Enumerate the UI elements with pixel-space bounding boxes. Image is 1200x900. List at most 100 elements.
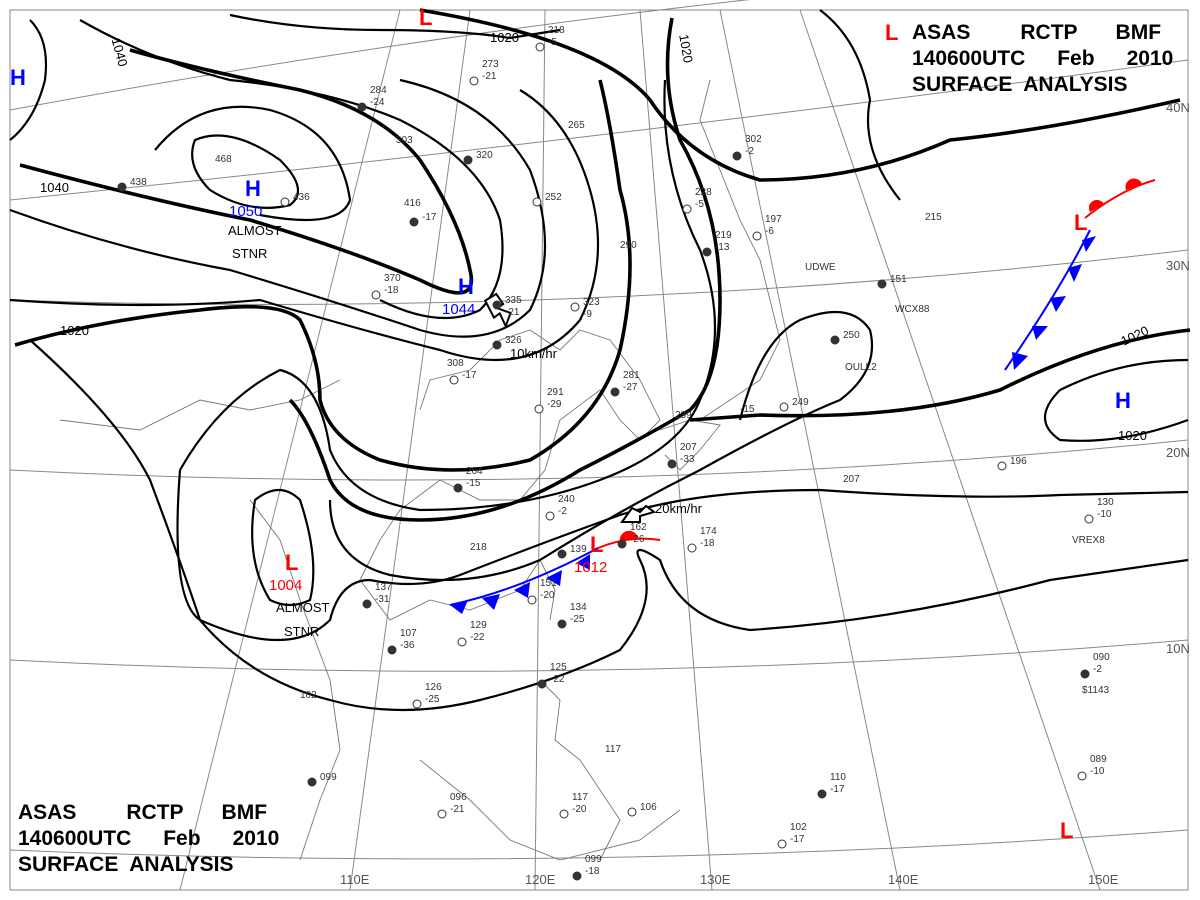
station-circle-icon [437, 809, 447, 819]
stnr-label: STNR [284, 624, 319, 639]
ship-station-id: WCX88 [895, 304, 930, 315]
station-circle-icon [463, 155, 473, 165]
pressure-centers: H H 1050 H 1044 H L L L L 1004 L 1012 L [10, 5, 1131, 843]
station-circle-icon [777, 839, 787, 849]
title-center: RCTP [126, 801, 184, 824]
station-value: -13 [715, 242, 730, 253]
parallel-40n [9, 59, 1189, 201]
low-pressure-center: L [590, 532, 603, 557]
station-value: -21 [450, 804, 465, 815]
station-value: 107 [400, 628, 417, 639]
motion-speed-label: 20km/hr [655, 501, 703, 516]
isobar-label: 1040 [109, 36, 131, 68]
station-value: 151 [540, 578, 557, 589]
station-value: 099 [320, 772, 337, 783]
station-value: -33 [680, 454, 695, 465]
station-value: 416 [404, 198, 421, 209]
station-value: -26 [630, 534, 645, 545]
central-pressure-value: 1004 [269, 577, 302, 594]
parallel-50n [9, 0, 750, 111]
station-value: 096 [450, 792, 467, 803]
station-circle-icon [537, 679, 547, 689]
low-pressure-center: L [885, 20, 898, 45]
title-block-bottom: ASAS RCTP BMF 140600UTC Feb 2010 SURFACE ANA… [18, 800, 279, 878]
title-time: 140600UTC [912, 47, 1026, 70]
station-value: -29 [547, 399, 562, 410]
low-pressure-center: L [285, 550, 298, 575]
station-value: -31 [375, 594, 390, 605]
station-value: -21 [505, 307, 520, 318]
ship-station-id: UDWE [805, 262, 836, 273]
title-year: 2010 [1126, 47, 1174, 70]
station-circle-icon [627, 807, 637, 817]
lon-label: 150E [1088, 872, 1119, 887]
station-circle-icon [667, 459, 677, 469]
station-value: 126 [425, 682, 442, 693]
station-circle-icon [117, 182, 127, 192]
lat-label: 40N [1166, 100, 1190, 115]
station-value: 117 [572, 792, 588, 803]
low-pressure-center: L [1074, 210, 1087, 235]
station-circle-icon [357, 102, 367, 112]
station-value: -18 [585, 866, 600, 877]
warm-front-south [597, 537, 661, 549]
low-pressure-center: L [1060, 818, 1073, 843]
station-value: -36 [400, 640, 415, 651]
station-value: 207 [843, 474, 860, 485]
cold-front-east [1004, 229, 1091, 371]
station-circle-icon [1084, 514, 1094, 524]
warm-front-semicircles [619, 178, 1142, 542]
text-labels: 1020 1020 1020 1020 1020 1040 1040 ALMOS… [40, 30, 1190, 887]
station-value: 162 [630, 522, 647, 533]
title-year: 2010 [232, 827, 280, 850]
station-circle-icon [617, 539, 627, 549]
parallel-0 [9, 829, 1189, 860]
station-value: 284 [370, 85, 387, 96]
station-value: 250 [843, 330, 860, 341]
station-value: 151 [890, 274, 907, 285]
station-value: -2 [558, 506, 567, 517]
meridian-140e [719, 9, 901, 891]
station-value: 130 [1097, 497, 1114, 508]
graticule [9, 0, 1189, 891]
station-value: -22 [550, 674, 565, 685]
station-value: -5 [695, 199, 704, 210]
parallel-20n [9, 439, 1189, 481]
meridian-130e [639, 9, 713, 891]
lon-label: 110E [340, 872, 370, 887]
station-value: 264 [466, 466, 483, 477]
station-circle-icon [817, 789, 827, 799]
station-value: -15 [466, 478, 481, 489]
station-value: -27 [623, 382, 638, 393]
station-circle-icon [457, 637, 467, 647]
station-circle-icon [535, 42, 545, 52]
station-value: 197 [765, 214, 782, 225]
station-value: 174 [700, 526, 717, 537]
title-code: BMF [1115, 21, 1162, 44]
high-pressure-center: H [1115, 388, 1131, 413]
station-value: 196 [1010, 456, 1027, 467]
station-circle-icon [557, 619, 567, 629]
station-circle-icon [532, 197, 542, 207]
station-value: 125 [550, 662, 567, 673]
station-value: 099 [585, 854, 602, 865]
high-pressure-center: H [245, 176, 261, 201]
lon-label: 140E [888, 872, 919, 887]
motion-arrow-low [620, 504, 657, 523]
station-circle-icon [492, 300, 502, 310]
station-value: 110 [830, 772, 846, 783]
ship-station-id: VREX8 [1072, 535, 1105, 546]
title-block-top: ASAS RCTP BMF 140600UTC Feb 2010 SURFACE ANA… [912, 20, 1173, 98]
title-month: Feb [1057, 47, 1095, 70]
stnr-label: ALMOST [276, 600, 330, 615]
station-circle-icon [412, 699, 422, 709]
title-center: RCTP [1020, 21, 1078, 44]
station-circle-icon [469, 76, 479, 86]
parallel-10n [9, 639, 1189, 672]
station-value: 265 [568, 120, 585, 131]
station-value: 326 [505, 335, 522, 346]
station-value: -2 [1093, 664, 1102, 675]
station-value: 215 [925, 212, 942, 223]
title-agency: ASAS [18, 801, 77, 824]
meridian-110e [349, 9, 471, 891]
